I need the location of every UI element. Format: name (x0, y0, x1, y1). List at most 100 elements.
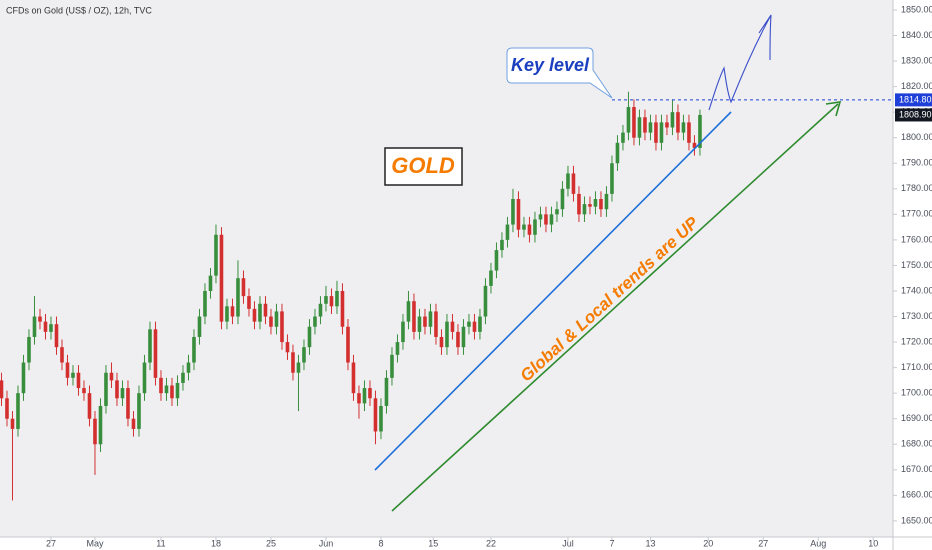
candle-body (126, 388, 130, 419)
candle-body (0, 380, 4, 399)
candle-body (219, 234, 224, 322)
candle-body (687, 122, 691, 143)
candle-body (434, 311, 438, 337)
candle-body (549, 214, 554, 225)
candle-body (489, 270, 493, 286)
y-tick-label: 1750.00 (901, 260, 932, 270)
candle-body (351, 362, 356, 394)
x-tick-label: 8 (378, 538, 383, 548)
global-trend-line (391, 103, 839, 512)
candle-body (566, 173, 570, 189)
candle-body (104, 372, 108, 406)
y-tick-label: 1710.00 (901, 362, 932, 372)
candle-body (131, 418, 136, 429)
candle-body (428, 311, 433, 327)
candle-body (241, 278, 246, 297)
candle-body (153, 329, 158, 378)
candle-body (120, 388, 125, 399)
candle-body (16, 393, 20, 429)
candle-body (648, 122, 653, 133)
x-tick-label: Jul (562, 538, 574, 548)
candle-body (247, 296, 251, 309)
candle-body (5, 398, 9, 419)
x-tick-label: 20 (703, 538, 713, 548)
candle-body (71, 372, 75, 378)
candle-body (582, 204, 587, 215)
candle-body (588, 204, 592, 207)
candle-body (659, 122, 664, 143)
y-tick-label: 1850.00 (901, 4, 932, 14)
candle-body (197, 316, 202, 337)
candle-body (456, 331, 460, 348)
x-tick-label: 13 (645, 538, 655, 548)
candle-body (329, 296, 334, 307)
candle-body (32, 316, 37, 337)
candle-body (60, 347, 64, 363)
x-tick-label: 27 (758, 538, 768, 548)
candle-body (27, 336, 31, 363)
candle-body (368, 388, 372, 399)
candle-body (10, 418, 15, 429)
x-tick-label: Jun (319, 538, 334, 548)
x-tick-label: 15 (428, 538, 438, 548)
candle-body (340, 290, 345, 327)
candle-body (544, 214, 548, 225)
candle-body (670, 112, 675, 128)
candle-body (362, 388, 367, 404)
candle-body (258, 303, 262, 322)
candle-body (159, 377, 163, 394)
candle-body (307, 326, 312, 348)
candle-body (610, 163, 614, 194)
candle-body (296, 362, 301, 373)
candle-body (186, 362, 191, 373)
candle-body (142, 362, 147, 394)
y-tick-label: 1790.00 (901, 158, 932, 168)
candle-body (291, 352, 295, 373)
x-tick-label: 25 (266, 538, 276, 548)
candle-body (390, 354, 394, 378)
x-tick-label: 18 (211, 538, 221, 548)
candle-body (571, 173, 576, 194)
candle-body (269, 316, 273, 327)
candle-body (450, 321, 455, 332)
projection-arrow (708, 14, 772, 111)
candle-body (654, 122, 658, 143)
y-tick-label: 1820.00 (901, 81, 932, 91)
candle-body (384, 377, 389, 406)
candle-body (346, 326, 350, 363)
candle-body (115, 380, 119, 399)
candle-body (467, 321, 471, 327)
candle-body (538, 214, 543, 220)
candle-body (87, 393, 92, 419)
candle-body (313, 316, 317, 327)
candle-body (93, 418, 97, 445)
x-tick-label: Aug (810, 538, 826, 548)
candle-body (527, 224, 532, 235)
candle-body (676, 112, 680, 133)
candle-body (192, 336, 196, 363)
candle-body (280, 311, 284, 343)
candle-body (38, 316, 42, 322)
candle-body (599, 199, 603, 210)
candle-body (505, 224, 510, 240)
x-tick-label: 7 (609, 538, 614, 548)
candle-body (665, 122, 669, 128)
candle-body (577, 193, 581, 215)
candle-body (137, 393, 141, 429)
candle-body (439, 336, 444, 348)
marks (0, 91, 702, 501)
candle-body (423, 316, 427, 327)
y-tick-label: 1660.00 (901, 490, 932, 500)
candle-body (175, 382, 180, 399)
candle-body (21, 362, 26, 394)
y-tick-label: 1840.00 (901, 30, 932, 40)
candle-body (516, 199, 521, 230)
price-label-box (895, 108, 932, 122)
candle-body (65, 362, 70, 378)
candle-body (43, 321, 48, 332)
gold-label: GOLD (391, 153, 455, 178)
candle-body (472, 321, 477, 332)
candle-body (483, 285, 488, 317)
candle-body (357, 393, 361, 404)
candle-body (109, 372, 114, 381)
